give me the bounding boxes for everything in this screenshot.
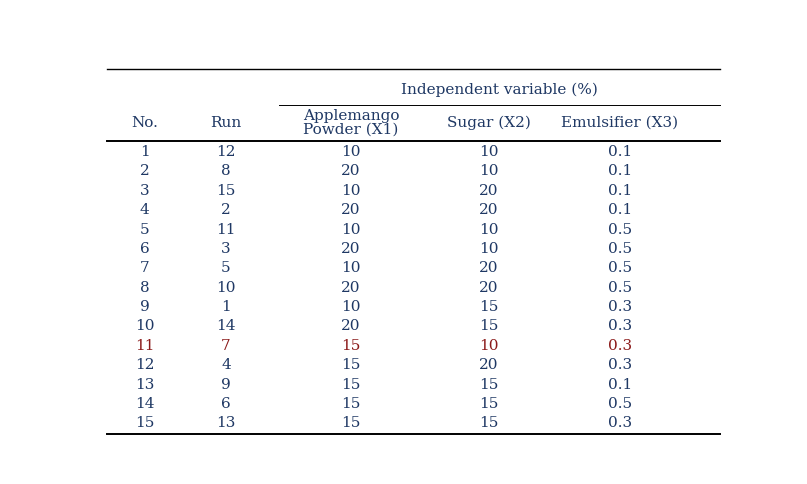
Text: 15: 15: [479, 416, 499, 430]
Text: 20: 20: [341, 319, 361, 333]
Text: Independent variable (%): Independent variable (%): [401, 83, 598, 97]
Text: 4: 4: [221, 358, 231, 372]
Text: 0.5: 0.5: [608, 281, 632, 295]
Text: 15: 15: [341, 358, 361, 372]
Text: 0.3: 0.3: [608, 319, 632, 333]
Text: 3: 3: [140, 184, 149, 198]
Text: 12: 12: [135, 358, 154, 372]
Text: 6: 6: [140, 242, 149, 256]
Text: 0.5: 0.5: [608, 242, 632, 256]
Text: Sugar (X2): Sugar (X2): [447, 116, 530, 130]
Text: 20: 20: [479, 358, 499, 372]
Text: 15: 15: [479, 319, 499, 333]
Text: 0.3: 0.3: [608, 300, 632, 314]
Text: 10: 10: [479, 165, 499, 179]
Text: 15: 15: [479, 300, 499, 314]
Text: 0.1: 0.1: [608, 145, 632, 159]
Text: 8: 8: [140, 281, 149, 295]
Text: 15: 15: [479, 397, 499, 411]
Text: 0.1: 0.1: [608, 378, 632, 392]
Text: 20: 20: [479, 184, 499, 198]
Text: 4: 4: [140, 203, 149, 217]
Text: 2: 2: [140, 165, 149, 179]
Text: 10: 10: [216, 281, 236, 295]
Text: Powder (X1): Powder (X1): [303, 122, 399, 136]
Text: 10: 10: [479, 145, 499, 159]
Text: 11: 11: [216, 223, 236, 237]
Text: 13: 13: [135, 378, 154, 392]
Text: 15: 15: [341, 397, 361, 411]
Text: 15: 15: [341, 378, 361, 392]
Text: Applemango: Applemango: [303, 109, 399, 123]
Text: 5: 5: [140, 223, 149, 237]
Text: 2: 2: [221, 203, 231, 217]
Text: Emulsifier (X3): Emulsifier (X3): [562, 116, 679, 130]
Text: 6: 6: [221, 397, 231, 411]
Text: 1: 1: [140, 145, 149, 159]
Text: 0.1: 0.1: [608, 165, 632, 179]
Text: 15: 15: [479, 378, 499, 392]
Text: 10: 10: [479, 339, 499, 353]
Text: 20: 20: [341, 242, 361, 256]
Text: 10: 10: [479, 223, 499, 237]
Text: 20: 20: [341, 281, 361, 295]
Text: 15: 15: [341, 339, 361, 353]
Text: 0.1: 0.1: [608, 184, 632, 198]
Text: 20: 20: [479, 281, 499, 295]
Text: 13: 13: [216, 416, 236, 430]
Text: 0.5: 0.5: [608, 261, 632, 275]
Text: 14: 14: [216, 319, 236, 333]
Text: 0.5: 0.5: [608, 397, 632, 411]
Text: 20: 20: [479, 261, 499, 275]
Text: 8: 8: [221, 165, 231, 179]
Text: 10: 10: [341, 261, 361, 275]
Text: No.: No.: [132, 116, 158, 130]
Text: 11: 11: [135, 339, 154, 353]
Text: 0.5: 0.5: [608, 223, 632, 237]
Text: 20: 20: [341, 165, 361, 179]
Text: 10: 10: [341, 145, 361, 159]
Text: 15: 15: [135, 416, 154, 430]
Text: 3: 3: [221, 242, 231, 256]
Text: 0.3: 0.3: [608, 416, 632, 430]
Text: 10: 10: [479, 242, 499, 256]
Text: 7: 7: [140, 261, 149, 275]
Text: Run: Run: [211, 116, 241, 130]
Text: 9: 9: [221, 378, 231, 392]
Text: 7: 7: [221, 339, 231, 353]
Text: 15: 15: [341, 416, 361, 430]
Text: 14: 14: [135, 397, 154, 411]
Text: 10: 10: [135, 319, 154, 333]
Text: 9: 9: [140, 300, 149, 314]
Text: 12: 12: [216, 145, 236, 159]
Text: 20: 20: [341, 203, 361, 217]
Text: 0.3: 0.3: [608, 358, 632, 372]
Text: 20: 20: [479, 203, 499, 217]
Text: 1: 1: [221, 300, 231, 314]
Text: 10: 10: [341, 223, 361, 237]
Text: 10: 10: [341, 184, 361, 198]
Text: 0.3: 0.3: [608, 339, 632, 353]
Text: 15: 15: [216, 184, 236, 198]
Text: 10: 10: [341, 300, 361, 314]
Text: 5: 5: [221, 261, 231, 275]
Text: 0.1: 0.1: [608, 203, 632, 217]
